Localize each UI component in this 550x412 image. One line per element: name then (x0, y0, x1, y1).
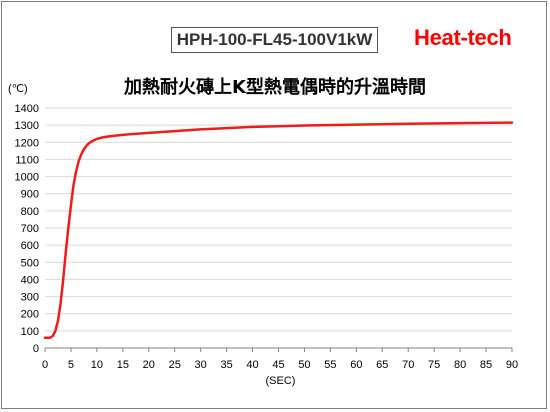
y-tick-label: 800 (21, 206, 39, 218)
x-tick-label: 85 (480, 359, 492, 371)
y-tick-label: 400 (21, 274, 39, 286)
x-tick-label: 70 (402, 359, 414, 371)
x-tick-labels: 0 5 10 15 20 25 30 35 40 45 50 55 60 65 70 75 80 85 90 (42, 359, 518, 371)
y-tick-label: 1300 (15, 120, 39, 132)
x-tick-label: 80 (454, 359, 466, 371)
x-tick-label: 65 (376, 359, 388, 371)
x-axis-label: (SEC) (266, 375, 296, 387)
x-tick-label: 60 (350, 359, 362, 371)
axes (44, 347, 513, 352)
y-tick-label: 700 (21, 223, 39, 235)
x-tick-label: 50 (298, 359, 310, 371)
y-tick-labels: 0 100 200 300 400 500 600 700 800 900 1000 1100 1200… (15, 103, 39, 355)
x-tick-label: 30 (195, 359, 207, 371)
chart-title: 加熱耐火磚上K型熱電偶時的升溫時間 (124, 77, 426, 98)
y-tick-label: 1400 (15, 103, 39, 115)
temperature-series-line (43, 121, 514, 339)
x-tick-label: 40 (246, 359, 258, 371)
y-axis-label: (℃) (8, 83, 28, 95)
model-label: HPH-100-FL45-100V1kW (171, 27, 378, 53)
x-tick-label: 0 (42, 359, 48, 371)
y-tick-label: 1200 (15, 137, 39, 149)
x-tick-label: 20 (143, 359, 155, 371)
y-tick-label: 900 (21, 189, 39, 201)
x-tick-label: 90 (506, 359, 518, 371)
gridlines (45, 107, 512, 332)
x-tick-label: 35 (220, 359, 232, 371)
series-layer (43, 121, 514, 339)
brand-logo-text: Heat-tech (414, 25, 512, 50)
y-tick-label: 500 (21, 257, 39, 269)
x-tick-label: 10 (91, 359, 103, 371)
y-tick-label: 1000 (15, 172, 39, 184)
x-tick-label: 25 (169, 359, 181, 371)
y-tick-label: 300 (21, 292, 39, 304)
y-tick-label: 1100 (15, 154, 39, 166)
y-tick-label: 0 (33, 343, 39, 355)
x-tick-label: 5 (68, 359, 74, 371)
x-tick-label: 45 (272, 359, 284, 371)
x-tick-label: 55 (324, 359, 336, 371)
y-tick-label: 600 (21, 240, 39, 252)
x-tick-label: 75 (428, 359, 440, 371)
y-tick-label: 100 (21, 326, 39, 338)
y-tick-label: 200 (21, 309, 39, 321)
x-tick-label: 15 (117, 359, 129, 371)
